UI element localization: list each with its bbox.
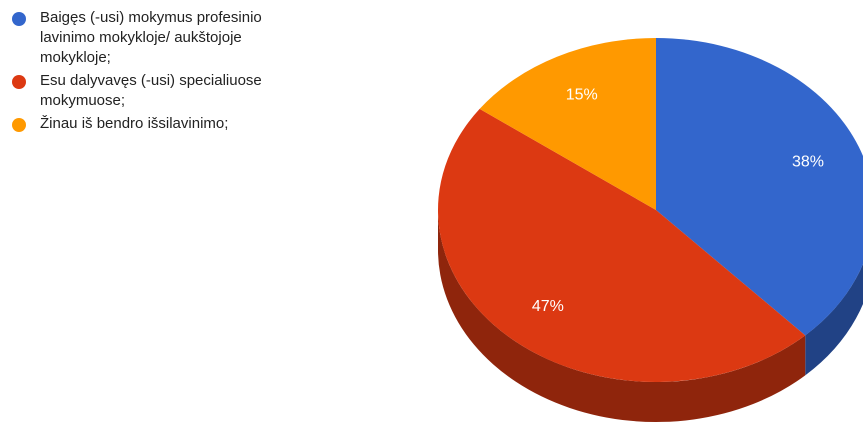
legend-item: Baigęs (-usi) mokymus profesinio lavinim… — [12, 8, 312, 68]
pie-slice — [656, 38, 863, 336]
data-label: 47% — [532, 298, 564, 315]
legend-swatch — [12, 12, 26, 26]
legend-item: Žinau iš bendro išsilavinimo; — [12, 114, 312, 134]
pie-side — [805, 263, 863, 376]
legend-label: Esu dalyvavęs (-usi) specialiuose mokymu… — [40, 72, 262, 109]
data-label: 38% — [792, 154, 824, 171]
legend: Baigęs (-usi) mokymus profesinio lavinim… — [12, 8, 312, 137]
legend-swatch — [12, 118, 26, 132]
pie-side — [438, 210, 806, 422]
legend-label: Žinau iš bendro išsilavinimo; — [40, 115, 229, 132]
legend-label: Baigęs (-usi) mokymus profesinio lavinim… — [40, 9, 262, 66]
legend-item: Esu dalyvavęs (-usi) specialiuose mokymu… — [12, 71, 312, 111]
data-label: 15% — [566, 86, 598, 103]
pie-slice — [479, 38, 656, 210]
legend-swatch — [12, 75, 26, 89]
pie-slice — [437, 108, 806, 383]
